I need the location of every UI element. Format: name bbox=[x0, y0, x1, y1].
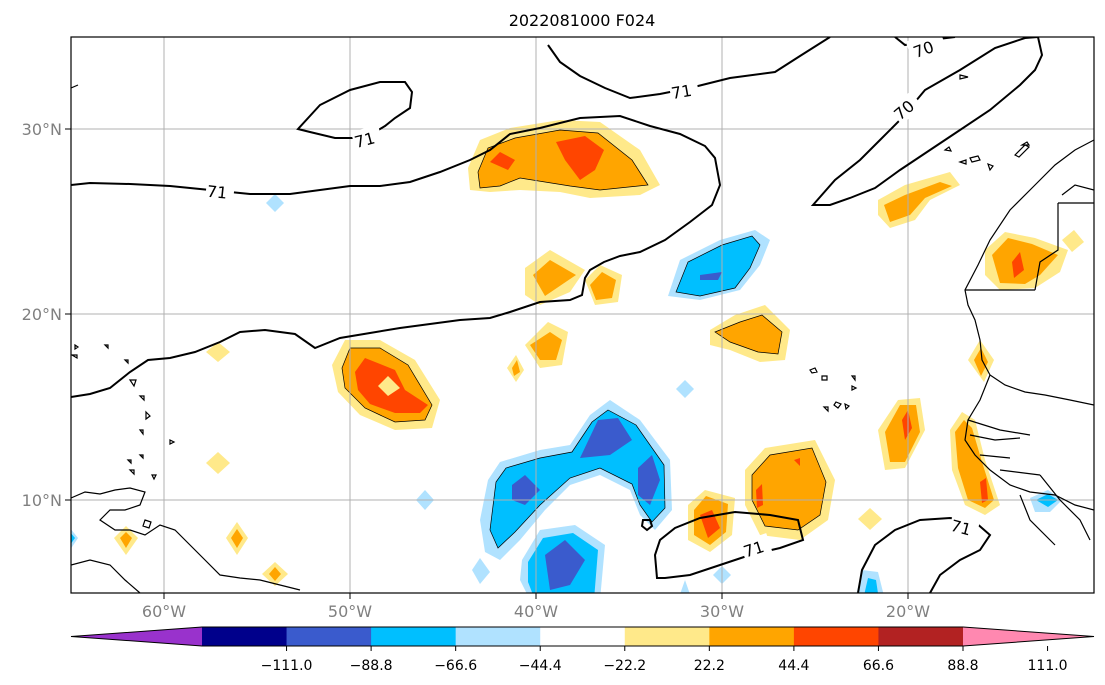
colorbar-tick-label: 44.4 bbox=[778, 658, 809, 674]
colorbar: −111.0 −88.8 −66.6 −44.4 −22.2 22.2 44.4 66.6 88… bbox=[70, 626, 1095, 674]
negative-anomaly-area bbox=[71, 529, 78, 549]
positive-anomaly-area bbox=[478, 130, 648, 190]
lat-tick-label: 20°N bbox=[22, 305, 62, 324]
lon-tick-label: 20°W bbox=[886, 602, 930, 621]
positive-anomaly-area bbox=[715, 315, 782, 354]
map-frame bbox=[70, 36, 1095, 594]
contour-label: 71 bbox=[206, 182, 228, 203]
positive-anomaly-area bbox=[269, 567, 281, 581]
positive-anomaly-area bbox=[756, 458, 800, 508]
colorbar-tick-label: −44.4 bbox=[519, 658, 562, 674]
map-area: 70 70 71 71 71 71 71 bbox=[71, 37, 1094, 593]
contour-label: 71 bbox=[352, 128, 377, 152]
positive-anomaly-area bbox=[231, 529, 243, 548]
gridlines bbox=[71, 37, 1094, 593]
positive-anomaly-area bbox=[884, 182, 952, 222]
contour-label: 71 bbox=[949, 516, 974, 540]
colorbar-tick-label: 111.0 bbox=[1028, 658, 1068, 674]
map-title: 2022081000 F024 bbox=[509, 11, 656, 30]
positive-anomaly-area bbox=[858, 508, 882, 530]
colorbar-tick-label: −22.2 bbox=[603, 658, 646, 674]
negative-anomaly-area bbox=[676, 380, 694, 398]
colorbar-segment bbox=[540, 627, 626, 646]
lat-tick-label: 30°N bbox=[22, 120, 62, 139]
positive-anomaly-area bbox=[512, 360, 520, 376]
positive-anomaly-area bbox=[378, 376, 400, 396]
lon-axis: 60°W 50°W 40°W 30°W 20°W bbox=[142, 593, 930, 621]
negative-anomaly-area bbox=[700, 272, 722, 280]
colorbar-segment bbox=[202, 627, 288, 646]
colorbar-tick-label: 66.6 bbox=[863, 658, 894, 674]
negative-anomaly-area bbox=[676, 236, 760, 296]
contour-label: 71 bbox=[670, 81, 693, 103]
lon-tick-label: 40°W bbox=[514, 602, 558, 621]
negative-anomaly-area bbox=[545, 540, 585, 590]
contour-lines bbox=[71, 37, 1044, 593]
colorbar-extension-low bbox=[71, 627, 202, 646]
negative-anomaly-area bbox=[266, 194, 284, 212]
colorbar-tick-label: 22.2 bbox=[694, 658, 725, 674]
lon-tick-label: 50°W bbox=[328, 602, 372, 621]
colorbar-segment bbox=[793, 627, 879, 646]
lat-axis: 30°N 20°N 10°N bbox=[22, 120, 71, 510]
positive-anomaly-area bbox=[752, 448, 826, 530]
positive-anomaly-area bbox=[206, 342, 230, 362]
positive-anomaly-area bbox=[980, 478, 988, 503]
positive-anomaly-area bbox=[490, 136, 604, 180]
colorbar-tick-label: 88.8 bbox=[947, 658, 978, 674]
negative-anomaly-area bbox=[512, 418, 660, 505]
negative-anomaly-area bbox=[864, 578, 878, 593]
negative-anomaly-area bbox=[472, 558, 490, 584]
positive-anomaly-area bbox=[1062, 230, 1084, 252]
lat-tick-label: 10°N bbox=[22, 491, 62, 510]
negative-anomaly-area bbox=[71, 533, 75, 544]
colorbar-tick-label: −88.8 bbox=[350, 658, 393, 674]
positive-anomaly-area bbox=[902, 410, 912, 440]
colorbar-segment bbox=[709, 627, 795, 646]
positive-anomaly-area bbox=[530, 332, 562, 360]
positive-anomaly-area bbox=[206, 452, 230, 474]
colorbar-tick-label: −111.0 bbox=[261, 658, 313, 674]
negative-anomaly-area bbox=[680, 580, 690, 593]
lon-tick-label: 30°W bbox=[700, 602, 744, 621]
positive-anomaly-area bbox=[533, 260, 576, 296]
colorbar-segment bbox=[371, 627, 457, 646]
colorbar-segment bbox=[624, 627, 710, 646]
colorbar-tick-label: −66.6 bbox=[434, 658, 477, 674]
positive-anomaly-area bbox=[1012, 252, 1024, 278]
colorbar-segment bbox=[286, 627, 372, 646]
coastlines bbox=[71, 74, 1094, 593]
positive-anomaly-area bbox=[974, 348, 988, 376]
colorbar-outline bbox=[70, 626, 1095, 647]
anomaly-fills bbox=[71, 120, 1084, 593]
colorbar-extension-high bbox=[963, 627, 1094, 646]
lon-tick-label: 60°W bbox=[142, 602, 186, 621]
colorbar-segment bbox=[455, 627, 541, 646]
positive-anomaly-area bbox=[590, 272, 616, 300]
positive-anomaly-area bbox=[885, 405, 920, 462]
positive-anomaly-area bbox=[120, 532, 132, 548]
anomaly-outlines bbox=[341, 129, 827, 549]
colorbar-segment bbox=[878, 627, 964, 646]
positive-anomaly-area bbox=[992, 238, 1058, 284]
